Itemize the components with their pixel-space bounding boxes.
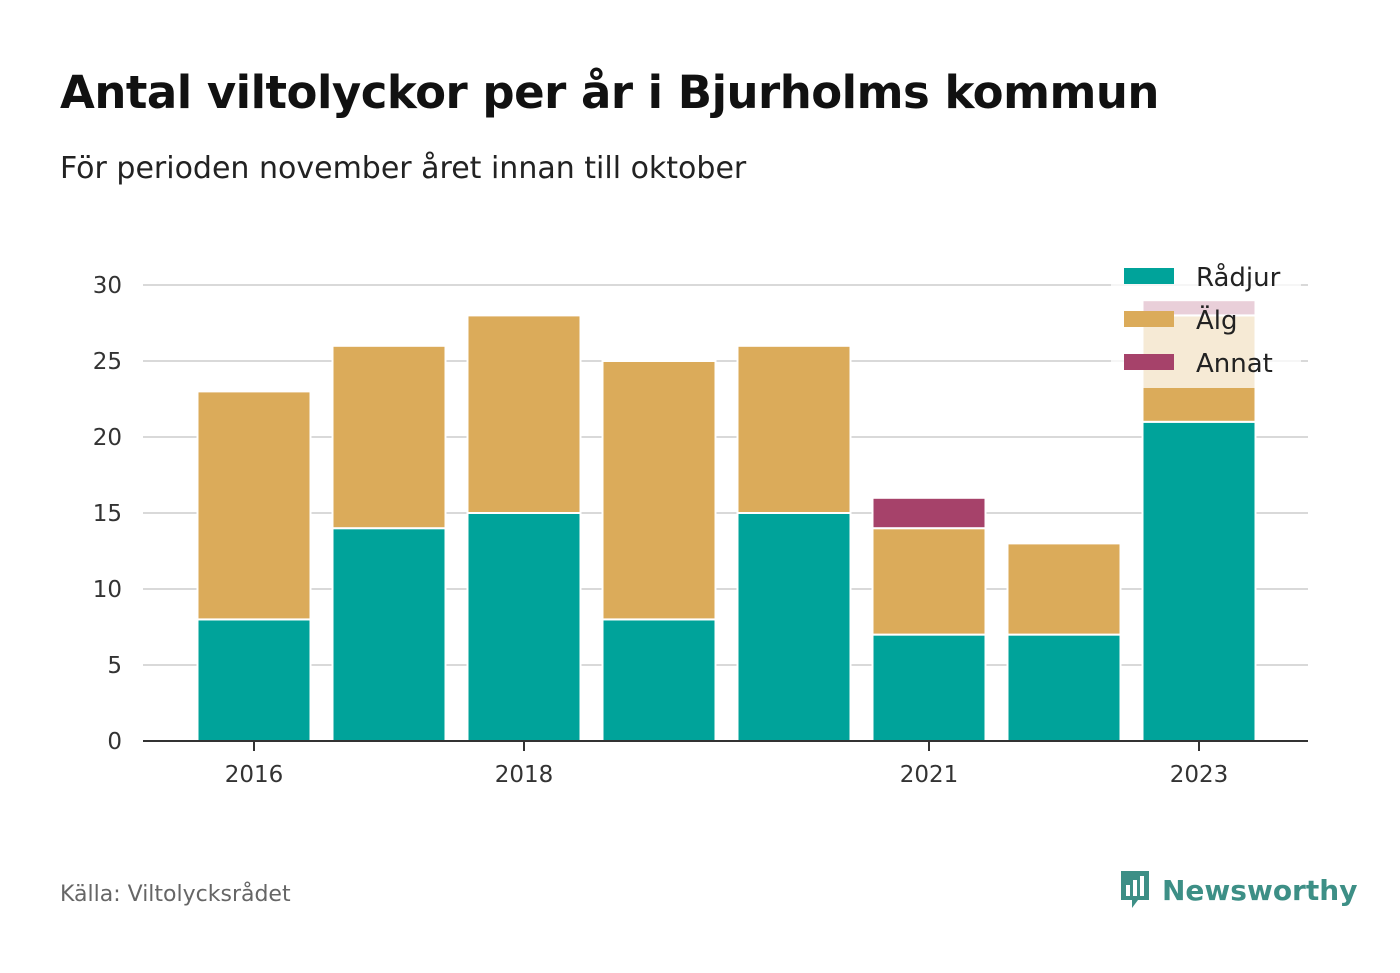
axes: 0 5 10 15 20 25 30 2016 2018 2021 2023	[93, 273, 1308, 788]
source-note: Källa: Viltolycksrådet	[60, 882, 291, 907]
x-tick-label: 2023	[1170, 762, 1229, 788]
legend-label: Rådjur	[1196, 262, 1281, 293]
bar-segment-1-2018	[466, 512, 582, 742]
bar-segment-2-2017	[331, 344, 447, 530]
bar-segment-1-2019	[601, 618, 717, 743]
x-tick-label: 2021	[900, 762, 959, 788]
bar-segment-1-2021	[871, 633, 987, 742]
x-tick-label: 2016	[225, 762, 284, 788]
legend-label: Älg	[1196, 304, 1238, 336]
bar-segment-2-2021	[871, 527, 987, 636]
legend-swatch	[1124, 354, 1174, 370]
stacked-bar-chart: 0 5 10 15 20 25 30 2016 2018 2021 2023 Rådjur Älg An…	[92, 258, 1308, 788]
bar-segment-2-2016	[196, 390, 312, 621]
bar-segment-1-2017	[331, 527, 447, 743]
chart-subtitle: För perioden november året innan till ok…	[60, 151, 747, 186]
y-tick-label: 20	[93, 425, 122, 451]
y-tick-label: 25	[93, 349, 122, 375]
legend: Rådjur Älg Annat	[1111, 258, 1301, 388]
y-tick-label: 15	[93, 501, 122, 527]
brand-logo: Newsworthy	[1118, 868, 1357, 912]
bar-segment-3-2021	[871, 496, 987, 530]
bar-chart-speech-bubble-icon	[1121, 871, 1149, 908]
bar-segment-2-2022	[1006, 542, 1122, 636]
x-tick-label: 2018	[495, 762, 554, 788]
bar-segment-2-2018	[466, 314, 582, 514]
bars	[196, 299, 1257, 743]
legend-swatch	[1124, 311, 1174, 327]
y-tick-label: 10	[93, 577, 122, 603]
bar-segment-1-2022	[1006, 633, 1122, 742]
y-tick-label: 30	[93, 273, 122, 299]
bar-segment-1-2023	[1141, 420, 1257, 742]
bar-segment-1-2016	[196, 618, 312, 743]
bar-segment-1-2020	[736, 512, 852, 742]
bar-segment-2-2020	[736, 344, 852, 514]
legend-label: Annat	[1196, 349, 1273, 379]
legend-swatch	[1124, 268, 1174, 284]
y-tick-label: 0	[107, 729, 122, 755]
bar-segment-2-2019	[601, 360, 717, 621]
brand-name: Newsworthy	[1162, 873, 1358, 907]
y-tick-label: 5	[107, 653, 122, 679]
chart-title: Antal viltolyckor per år i Bjurholms kom…	[60, 66, 1159, 119]
